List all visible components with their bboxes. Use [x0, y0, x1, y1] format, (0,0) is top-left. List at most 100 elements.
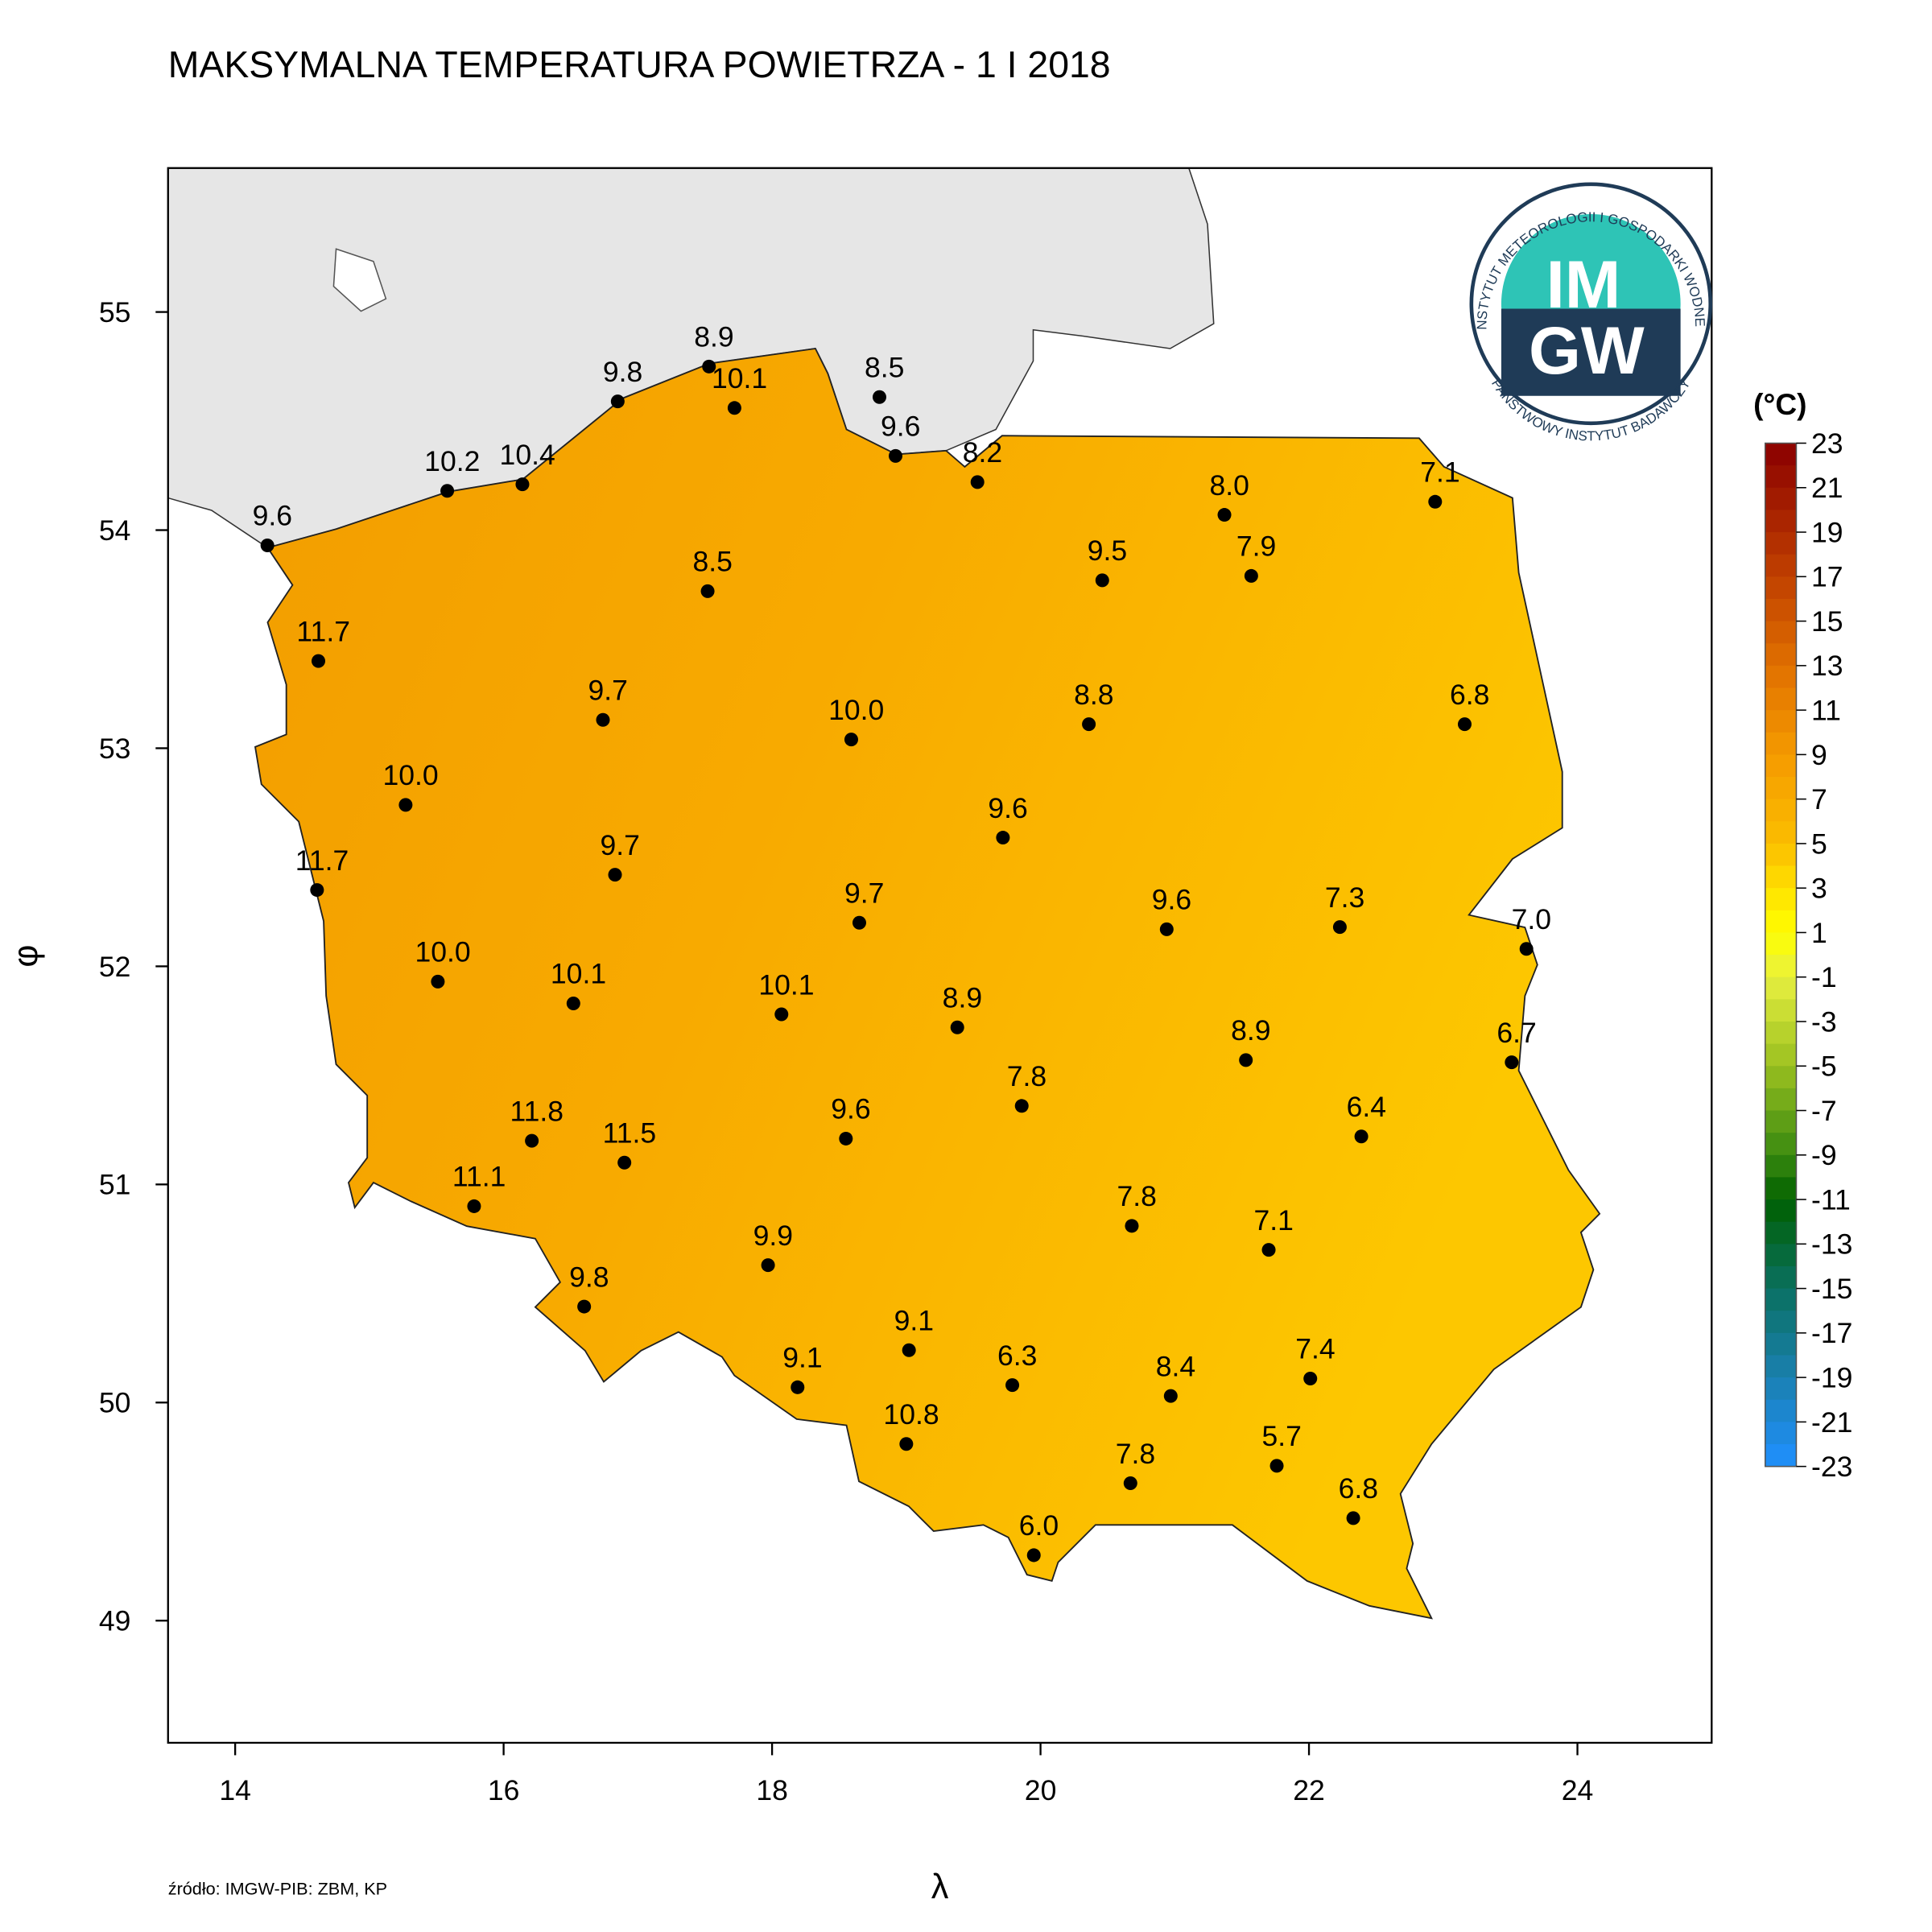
colorbar-band [1765, 1355, 1797, 1378]
station-label: 10.0 [415, 936, 471, 968]
colorbar-tick-label: -11 [1811, 1183, 1851, 1216]
colorbar-band [1765, 1088, 1797, 1112]
y-tick-label: 54 [99, 514, 131, 547]
logo-top: IM [1546, 246, 1621, 322]
colorbar-band [1765, 1110, 1797, 1133]
x-tick-label: 22 [1293, 1774, 1325, 1806]
station-label: 6.8 [1339, 1472, 1378, 1505]
colorbar-band [1765, 1444, 1797, 1468]
poland-field [254, 347, 1601, 1620]
colorbar-tick-label: -9 [1811, 1139, 1837, 1171]
colorbar-band [1765, 532, 1797, 555]
colorbar-tick-label: -15 [1811, 1273, 1852, 1305]
colorbar-tick-label: 19 [1811, 516, 1843, 548]
station [888, 448, 903, 463]
station-label: 8.8 [1074, 679, 1113, 711]
station-label: 8.5 [693, 546, 733, 578]
colorbar-band [1765, 1288, 1797, 1311]
station [1239, 1053, 1253, 1067]
station [902, 1343, 916, 1357]
station-label: 9.6 [881, 411, 920, 443]
colorbar-frame [1765, 442, 1798, 1468]
station-label: 7.8 [1007, 1060, 1046, 1092]
colorbar-band [1765, 465, 1797, 489]
station [1014, 1099, 1029, 1113]
colorbar-tick-label: 21 [1811, 472, 1843, 504]
station [610, 394, 625, 409]
station [515, 477, 530, 492]
station-label: 10.2 [424, 445, 480, 477]
colorbar-band [1765, 1066, 1797, 1089]
station-label: 10.8 [883, 1398, 939, 1430]
colorbar-tick-label: 15 [1811, 605, 1843, 638]
station [727, 401, 741, 415]
station [312, 654, 326, 668]
colorbar-band [1765, 1043, 1797, 1067]
station-label: 9.6 [1152, 884, 1191, 916]
colorbar-tick-label: 17 [1811, 561, 1843, 593]
station [1005, 1378, 1020, 1393]
station [1457, 717, 1472, 732]
station [1269, 1459, 1284, 1473]
station [1354, 1129, 1368, 1144]
station [596, 712, 610, 727]
y-tick-label: 51 [99, 1169, 131, 1201]
station-label: 7.9 [1236, 530, 1276, 563]
colorbar-band [1765, 487, 1797, 511]
colorbar-band [1765, 1244, 1797, 1267]
station [1505, 1055, 1519, 1070]
colorbar-tick-label: -13 [1811, 1228, 1852, 1261]
station-label: 6.4 [1347, 1091, 1386, 1123]
y-tick-label: 55 [99, 296, 131, 328]
colorbar-band [1765, 754, 1797, 778]
station [566, 996, 580, 1010]
x-tick-label: 24 [1562, 1774, 1594, 1806]
station-label: 9.1 [782, 1342, 822, 1374]
station [1217, 508, 1232, 522]
station [467, 1199, 481, 1213]
station [1519, 942, 1534, 956]
map-title: MAKSYMALNA TEMPERATURA POWIETRZA - 1 I 2… [168, 43, 1111, 85]
station [702, 359, 716, 374]
station [398, 798, 413, 812]
station-label: 9.8 [603, 356, 642, 388]
colorbar-band [1765, 976, 1797, 1001]
station-label: 7.0 [1512, 903, 1551, 935]
colorbar-band [1765, 443, 1797, 466]
y-tick-label: 53 [99, 733, 131, 765]
colorbar-band [1765, 732, 1797, 756]
colorbar-band [1765, 1399, 1797, 1423]
station-label: 7.8 [1117, 1180, 1156, 1212]
station-label: 11.7 [295, 844, 349, 877]
colorbar-band [1765, 910, 1797, 934]
station-label: 9.7 [588, 674, 627, 706]
colorbar-band [1765, 665, 1797, 689]
station-label: 7.1 [1420, 456, 1459, 489]
colorbar-tick-label: 1 [1811, 917, 1827, 949]
station-label: 9.5 [1088, 535, 1127, 567]
colorbar-band [1765, 554, 1797, 578]
map-area [167, 167, 1601, 1620]
station-label: 8.4 [1156, 1350, 1195, 1382]
colorbar-tick-label: -17 [1811, 1317, 1852, 1349]
station-label: 6.3 [997, 1340, 1037, 1372]
station-label: 8.5 [865, 352, 904, 384]
station [950, 1020, 964, 1034]
x-tick-label: 20 [1025, 1774, 1057, 1806]
y-axis-label: φ [6, 945, 45, 968]
station [852, 915, 866, 930]
station [774, 1007, 789, 1022]
station [608, 868, 622, 882]
colorbar-tick-label: -21 [1811, 1406, 1852, 1439]
station-label: 10.4 [500, 439, 555, 471]
station-label: 10.0 [828, 694, 884, 726]
colorbar-band [1765, 865, 1797, 889]
station [1261, 1243, 1276, 1257]
station-label: 9.6 [253, 500, 292, 532]
station-label: 5.7 [1262, 1420, 1302, 1452]
station [970, 475, 985, 489]
station [791, 1380, 805, 1394]
station-label: 6.7 [1496, 1017, 1536, 1049]
colorbar-tick-label: 7 [1811, 783, 1827, 815]
colorbar-tick-label: 3 [1811, 873, 1827, 905]
